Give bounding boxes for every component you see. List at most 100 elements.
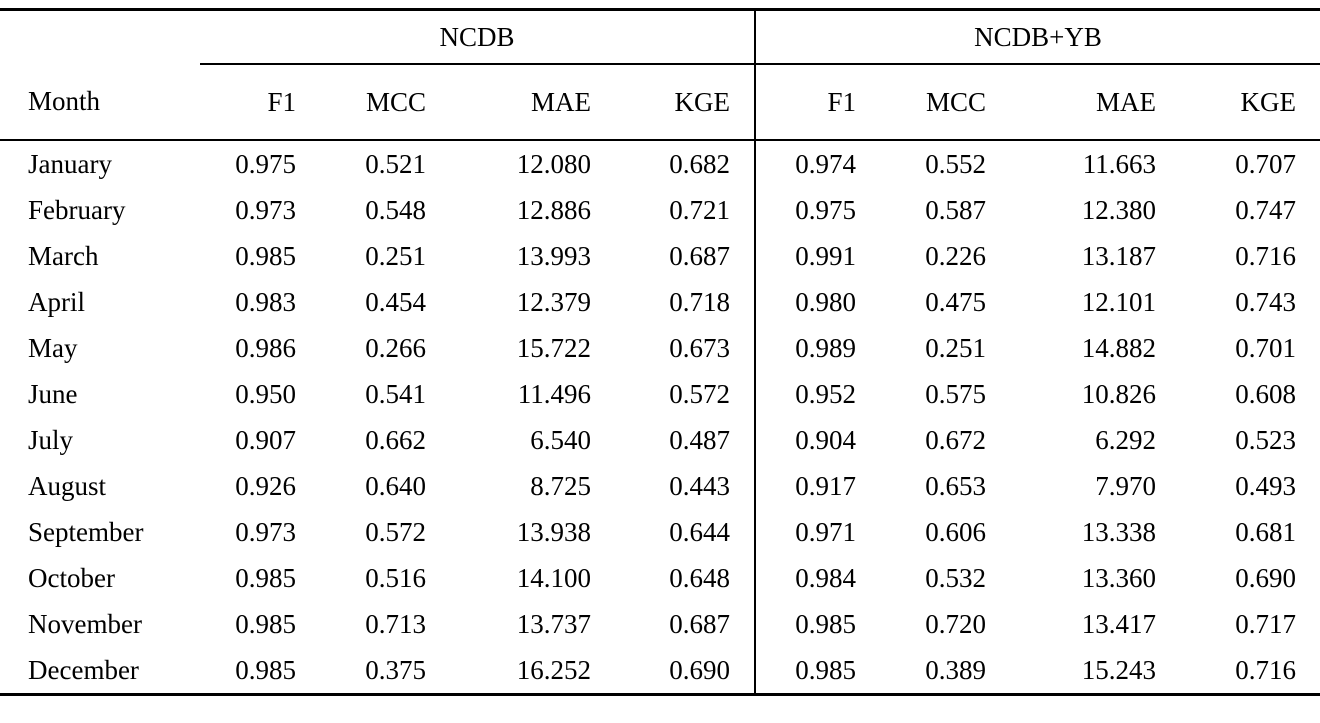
table-row: July 0.907 0.662 6.540 0.487 0.904 0.672 6.292 0… bbox=[0, 417, 1320, 463]
value-cell: 0.640 bbox=[365, 470, 426, 501]
value-cell: 13.737 bbox=[516, 608, 591, 639]
value-cell: 12.080 bbox=[516, 148, 591, 179]
group-header-ncdb-yb: NCDB+YB bbox=[754, 9, 1320, 65]
month-cell: October bbox=[28, 562, 115, 593]
group-header-ncdb: NCDB bbox=[200, 9, 756, 65]
value-cell: 0.985 bbox=[235, 654, 296, 685]
value-cell: 6.540 bbox=[530, 424, 591, 455]
month-cell: February bbox=[28, 194, 126, 225]
value-cell: 0.716 bbox=[1235, 240, 1297, 271]
value-cell: 14.100 bbox=[516, 562, 591, 593]
value-cell: 13.360 bbox=[1081, 562, 1157, 593]
table-row: April 0.983 0.454 12.379 0.718 0.980 0.475 12.1… bbox=[0, 279, 1320, 325]
column-header-month: Month bbox=[0, 64, 200, 141]
month-cell: November bbox=[28, 608, 142, 639]
value-cell: 0.687 bbox=[669, 240, 731, 271]
table-row: November 0.985 0.713 13.737 0.687 0.985 0.720 1… bbox=[0, 601, 1320, 647]
value-cell: 0.575 bbox=[925, 378, 987, 409]
value-cell: 14.882 bbox=[1081, 332, 1157, 363]
value-cell: 0.717 bbox=[1235, 608, 1297, 639]
value-cell: 0.690 bbox=[669, 654, 731, 685]
value-cell: 0.985 bbox=[235, 562, 296, 593]
column-header-row: Month F1 MCC MAE KGE F1 MCC MAE KGE bbox=[0, 64, 1320, 141]
value-cell: 0.985 bbox=[235, 608, 296, 639]
value-cell: 0.904 bbox=[754, 417, 881, 463]
value-cell: 0.443 bbox=[669, 470, 731, 501]
value-cell: 0.532 bbox=[925, 562, 987, 593]
value-cell: 0.572 bbox=[365, 516, 426, 547]
value-cell: 12.379 bbox=[516, 286, 591, 317]
value-cell: 8.725 bbox=[530, 470, 591, 501]
value-cell: 13.417 bbox=[1081, 608, 1157, 639]
value-cell: 0.950 bbox=[235, 378, 296, 409]
value-cell: 16.252 bbox=[516, 654, 591, 685]
value-cell: 0.673 bbox=[669, 332, 731, 363]
value-cell: 0.971 bbox=[754, 509, 881, 555]
month-cell: June bbox=[28, 378, 78, 409]
value-cell: 0.493 bbox=[1235, 470, 1297, 501]
value-cell: 12.101 bbox=[1081, 286, 1157, 317]
value-cell: 0.707 bbox=[1235, 148, 1297, 179]
value-cell: 11.663 bbox=[1082, 148, 1157, 179]
column-header-kge-ncdb-yb: KGE bbox=[1180, 64, 1320, 141]
column-header-mae-ncdb-yb: MAE bbox=[1010, 64, 1181, 141]
value-cell: 12.886 bbox=[516, 194, 591, 225]
value-cell: 0.475 bbox=[925, 286, 987, 317]
value-cell: 0.718 bbox=[669, 286, 731, 317]
value-cell: 0.973 bbox=[235, 194, 296, 225]
value-cell: 6.292 bbox=[1095, 424, 1157, 455]
value-cell: 0.648 bbox=[669, 562, 731, 593]
value-cell: 0.251 bbox=[365, 240, 426, 271]
value-cell: 0.389 bbox=[925, 654, 987, 685]
column-header-f1-ncdb-yb: F1 bbox=[754, 64, 881, 141]
value-cell: 0.980 bbox=[754, 279, 881, 325]
value-cell: 0.991 bbox=[754, 233, 881, 279]
value-cell: 0.721 bbox=[669, 194, 731, 225]
monthly-metrics-table: NCDB NCDB+YB Month F1 MCC MAE KGE F1 MCC… bbox=[0, 8, 1320, 696]
value-cell: 0.690 bbox=[1235, 562, 1297, 593]
table-row: May 0.986 0.266 15.722 0.673 0.989 0.251 14.882… bbox=[0, 325, 1320, 371]
value-cell: 0.952 bbox=[754, 371, 881, 417]
month-cell: December bbox=[28, 654, 139, 685]
column-header-mae-ncdb: MAE bbox=[450, 64, 615, 141]
table-row: June 0.950 0.541 11.496 0.572 0.952 0.575 10.82… bbox=[0, 371, 1320, 417]
value-cell: 0.701 bbox=[1235, 332, 1297, 363]
value-cell: 0.251 bbox=[925, 332, 987, 363]
value-cell: 0.687 bbox=[669, 608, 731, 639]
value-cell: 0.716 bbox=[1235, 654, 1297, 685]
month-cell: May bbox=[28, 332, 78, 363]
value-cell: 13.938 bbox=[516, 516, 591, 547]
value-cell: 0.973 bbox=[235, 516, 296, 547]
value-cell: 7.970 bbox=[1095, 470, 1157, 501]
month-cell: March bbox=[28, 240, 99, 271]
column-header-mcc-ncdb: MCC bbox=[320, 64, 450, 141]
value-cell: 0.747 bbox=[1235, 194, 1297, 225]
table-header: NCDB NCDB+YB Month F1 MCC MAE KGE F1 MCC… bbox=[0, 9, 1320, 141]
value-cell: 0.681 bbox=[1235, 516, 1297, 547]
value-cell: 0.713 bbox=[365, 608, 426, 639]
value-cell: 0.986 bbox=[235, 332, 296, 363]
value-cell: 13.187 bbox=[1081, 240, 1157, 271]
value-cell: 0.682 bbox=[669, 148, 731, 179]
value-cell: 11.496 bbox=[517, 378, 591, 409]
value-cell: 0.608 bbox=[1235, 378, 1297, 409]
value-cell: 0.983 bbox=[235, 286, 296, 317]
month-cell: September bbox=[28, 516, 144, 547]
value-cell: 0.375 bbox=[365, 654, 426, 685]
value-cell: 0.672 bbox=[925, 424, 987, 455]
table-row: September 0.973 0.572 13.938 0.644 0.971 0.606… bbox=[0, 509, 1320, 555]
value-cell: 0.975 bbox=[754, 187, 881, 233]
value-cell: 12.380 bbox=[1081, 194, 1157, 225]
table-row: December 0.985 0.375 16.252 0.690 0.985 0.389 1… bbox=[0, 647, 1320, 695]
value-cell: 0.521 bbox=[365, 148, 426, 179]
table-row: August 0.926 0.640 8.725 0.443 0.917 0.653 7.97… bbox=[0, 463, 1320, 509]
month-cell: July bbox=[28, 424, 74, 455]
value-cell: 0.989 bbox=[754, 325, 881, 371]
month-cell: August bbox=[28, 470, 107, 501]
value-cell: 13.338 bbox=[1081, 516, 1157, 547]
value-cell: 0.266 bbox=[365, 332, 426, 363]
table-row: March 0.985 0.251 13.993 0.687 0.991 0.226 13.1… bbox=[0, 233, 1320, 279]
value-cell: 0.653 bbox=[925, 470, 987, 501]
month-cell: January bbox=[28, 148, 112, 179]
column-header-kge-ncdb: KGE bbox=[615, 64, 756, 141]
